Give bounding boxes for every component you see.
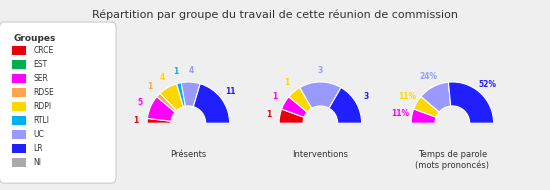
- Wedge shape: [181, 82, 200, 107]
- Wedge shape: [421, 82, 450, 112]
- Text: RDSE: RDSE: [34, 88, 54, 97]
- Text: 52%: 52%: [479, 80, 497, 89]
- Text: 1: 1: [272, 92, 277, 101]
- FancyBboxPatch shape: [0, 22, 116, 183]
- Text: 1: 1: [147, 82, 152, 92]
- Text: 1: 1: [174, 67, 179, 76]
- Text: 3: 3: [318, 66, 323, 75]
- Wedge shape: [414, 97, 439, 117]
- Text: 3: 3: [364, 92, 368, 101]
- Text: NI: NI: [34, 158, 42, 167]
- Bar: [12, 102, 26, 111]
- Wedge shape: [329, 88, 362, 123]
- Text: 4: 4: [160, 73, 164, 82]
- Text: 11: 11: [226, 87, 236, 96]
- Text: 4: 4: [189, 66, 194, 75]
- Wedge shape: [282, 97, 307, 117]
- Bar: [12, 158, 26, 167]
- Wedge shape: [160, 84, 183, 111]
- Wedge shape: [177, 83, 185, 107]
- Bar: [12, 60, 26, 69]
- Text: SER: SER: [34, 74, 48, 83]
- Wedge shape: [279, 109, 304, 123]
- Wedge shape: [147, 97, 175, 121]
- Text: Temps de parole
(mots prononcés): Temps de parole (mots prononcés): [415, 150, 490, 170]
- Text: LR: LR: [34, 144, 43, 153]
- Text: 1: 1: [284, 78, 289, 87]
- Bar: [12, 74, 26, 83]
- Wedge shape: [300, 82, 341, 108]
- Text: 24%: 24%: [419, 72, 437, 81]
- Text: CRCE: CRCE: [34, 46, 54, 55]
- Wedge shape: [289, 88, 312, 112]
- Bar: [12, 116, 26, 125]
- Text: EST: EST: [34, 60, 48, 69]
- Text: Répartition par groupe du travail de cette réunion de commission: Répartition par groupe du travail de cet…: [92, 10, 458, 20]
- Text: 11%: 11%: [398, 92, 416, 101]
- Text: RTLI: RTLI: [34, 116, 50, 125]
- Text: RDPI: RDPI: [34, 102, 52, 111]
- Wedge shape: [411, 109, 436, 123]
- Text: Groupes: Groupes: [14, 34, 56, 43]
- Wedge shape: [448, 82, 494, 123]
- Bar: [12, 144, 26, 153]
- Wedge shape: [194, 84, 230, 123]
- Text: 1: 1: [133, 116, 138, 125]
- Text: UC: UC: [34, 130, 45, 139]
- Wedge shape: [157, 93, 177, 112]
- Text: Présents: Présents: [170, 150, 206, 159]
- Text: 11%: 11%: [392, 109, 409, 118]
- Bar: [12, 88, 26, 97]
- Text: 1: 1: [266, 110, 271, 119]
- Text: Interventions: Interventions: [293, 150, 348, 159]
- Bar: [12, 130, 26, 139]
- Wedge shape: [147, 118, 171, 123]
- Bar: [12, 46, 26, 55]
- Text: 5: 5: [138, 98, 142, 107]
